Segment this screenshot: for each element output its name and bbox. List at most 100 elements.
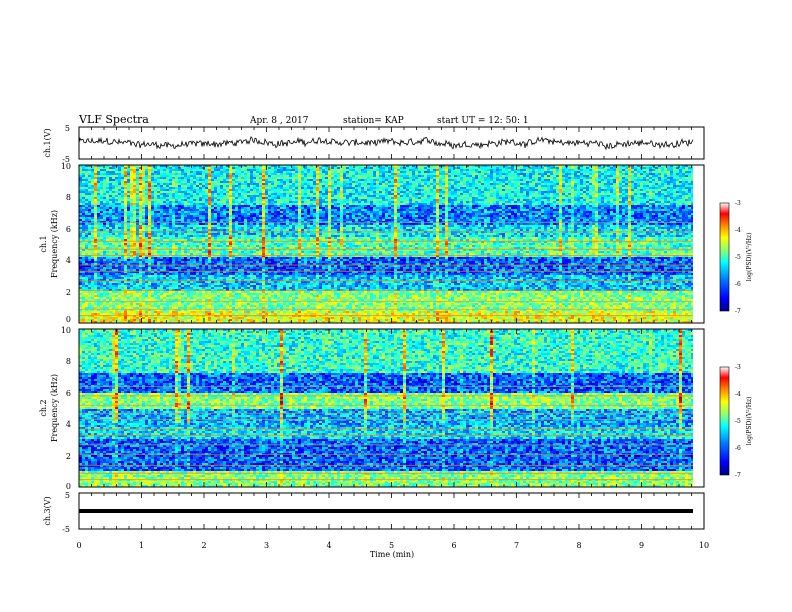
ch1-spectrogram-cell [250, 187, 253, 189]
ch1-spectrogram-cell [124, 201, 127, 203]
ch1-spectrogram-cell [148, 257, 151, 259]
ch1-spectrogram-cell [127, 287, 130, 289]
ch1-spectrogram-cell [118, 207, 121, 209]
ch1-spectrogram-cell [250, 197, 253, 199]
ch1-spectrogram-cell [100, 193, 103, 195]
ch1-spectrogram-cell [256, 199, 259, 201]
ch1-spectrogram-cell [82, 189, 85, 191]
ch1-spectrogram-cell [169, 219, 172, 221]
ch1-spectrogram-cell [166, 269, 169, 271]
ch1-spectrogram-cell [112, 217, 115, 219]
ch1-spectrogram-cell [88, 247, 91, 249]
ch1-spectrogram-cell [157, 291, 160, 293]
ch1-spectrogram-cell [220, 217, 223, 219]
ch1-spectrogram-cell [238, 245, 241, 247]
ch1-spectrogram-cell [139, 191, 142, 193]
ch1-spectrogram-cell [226, 283, 229, 285]
ch1-spectrogram-cell [142, 209, 145, 211]
ch1-spectrogram-cell [160, 189, 163, 191]
ch1-spectrogram-cell [250, 307, 253, 309]
ch1-spectrogram-cell [100, 303, 103, 305]
ch1-spectrogram-cell [202, 317, 205, 319]
ch1-spectrogram-cell [226, 245, 229, 247]
ch1-spectrogram-cell [166, 239, 169, 241]
ch1-spectrogram-cell [103, 253, 106, 255]
ch1-spectrogram-cell [136, 167, 139, 169]
ch1-spectrogram-cell [115, 205, 118, 207]
ch1-spectrogram-cell [118, 287, 121, 289]
ch1-spectrogram-cell [265, 269, 268, 271]
ch1-spectrogram-cell [193, 239, 196, 241]
ch1-spectrogram-cell [220, 245, 223, 247]
ch1-spectrogram-cell [238, 209, 241, 211]
ch1-spectrogram-cell [172, 313, 175, 315]
ch1-spectrogram-cell [106, 257, 109, 259]
ch1-spectrogram-cell [82, 183, 85, 185]
ch1-spectrogram-cell [118, 183, 121, 185]
ch1-spectrogram-cell [202, 257, 205, 259]
ch1-spectrogram-cell [127, 169, 130, 171]
ch1-spectrogram-cell [112, 223, 115, 225]
ch1-spectrogram-cell [244, 191, 247, 193]
ch1-spectrogram-cell [100, 305, 103, 307]
ch1-spectrogram-cell [142, 193, 145, 195]
ch1-spectrogram-cell [184, 185, 187, 187]
ch1-spectrogram-cell [139, 313, 142, 315]
ch1-spectrogram-cell [253, 269, 256, 271]
ch1-spectrogram-cell [247, 185, 250, 187]
ch1-spectrogram-cell [145, 297, 148, 299]
ch1-spectrogram-cell [172, 219, 175, 221]
ch1-spectrogram-cell [169, 195, 172, 197]
ch1-spectrogram-cell [139, 253, 142, 255]
ch1-spectrogram-cell [217, 243, 220, 245]
ch1-spectrogram-cell [103, 239, 106, 241]
ch1-spectrogram-cell [232, 205, 235, 207]
ch1-spectrogram-cell [82, 229, 85, 231]
ch1-spectrogram-cell [193, 319, 196, 321]
ch1-spectrogram-cell [97, 239, 100, 241]
ch1-spectrogram-cell [223, 213, 226, 215]
ch1-spectrogram-cell [136, 259, 139, 261]
ch1-spectrogram-cell [229, 207, 232, 209]
ch1-spectrogram-cell [118, 277, 121, 279]
ch1-spectrogram-cell [136, 211, 139, 213]
ch1-spectrogram-cell [169, 291, 172, 293]
ch1-spectrogram-cell [127, 285, 130, 287]
ch1-spectrogram-cell [223, 185, 226, 187]
ch1-spectrogram-cell [196, 251, 199, 253]
ch1-spectrogram-cell [121, 171, 124, 173]
ch1-spectrogram-cell [106, 317, 109, 319]
ch1-spectrogram-cell [205, 229, 208, 231]
ch1-spectrogram-cell [196, 171, 199, 173]
ch1-spectrogram-cell [115, 217, 118, 219]
ch1-spectrogram-cell [265, 211, 268, 213]
ch1-spectrogram-cell [91, 287, 94, 289]
ch1-spectrogram-cell [247, 269, 250, 271]
ch1-spectrogram-cell [136, 277, 139, 279]
ch1-spectrogram-cell [193, 233, 196, 235]
ch1-spectrogram-cell [223, 247, 226, 249]
ch1-spectrogram-cell [235, 277, 238, 279]
ch1-spectrogram-cell [232, 267, 235, 269]
ch1-spectrogram-cell [238, 213, 241, 215]
ch1-spectrogram-cell [211, 193, 214, 195]
ch1-spectrogram-cell [139, 267, 142, 269]
ch1-spectrogram-cell [220, 201, 223, 203]
ch1-spectrogram-cell [262, 173, 265, 175]
ch1-spectrogram-cell [145, 181, 148, 183]
ch1-spectrogram-cell [172, 269, 175, 271]
ch1-spectrogram-cell [169, 233, 172, 235]
ch1-spectrogram-cell [127, 299, 130, 301]
ch1-spectrogram-cell [112, 215, 115, 217]
ch1-spectrogram-cell [109, 283, 112, 285]
ch1-spectrogram-cell [187, 179, 190, 181]
ch1-spectrogram-cell [187, 193, 190, 195]
ch1-spectrogram-cell [118, 317, 121, 319]
ch1-spectrogram-cell [187, 189, 190, 191]
ch1-spectrogram-cell [244, 173, 247, 175]
ch1-spectrogram-cell [193, 207, 196, 209]
ch1-spectrogram-cell [217, 257, 220, 259]
ch1-spectrogram-cell [247, 201, 250, 203]
ch1-spectrogram-cell [214, 311, 217, 313]
ch1-spectrogram-cell [112, 209, 115, 211]
